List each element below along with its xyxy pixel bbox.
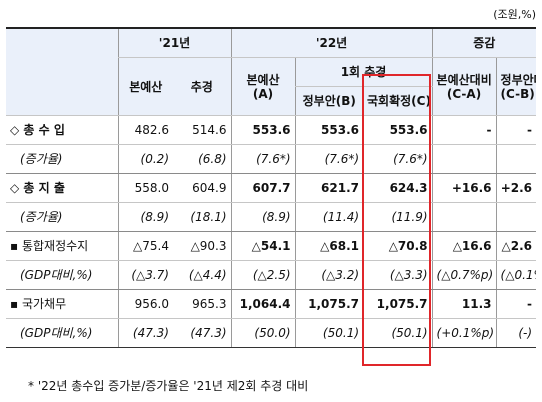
row-balance-gdp-ratio: (GDP대비,%) (△3.7) (△4.4) (△2.5) (△3.2) (△… — [6, 260, 537, 290]
cell: 956.0 — [117, 289, 173, 319]
row-total-expenditure: ◇ 총 지 출 558.0 604.9 607.7 621.7 624.3 +1… — [6, 173, 537, 203]
cell — [431, 144, 497, 174]
header-2022-base: 본예산 (A) — [230, 57, 296, 116]
header-assembly-confirmed: 국회확정(C) — [363, 86, 433, 116]
cell: (△0.1%p) — [495, 260, 537, 290]
header-2022-base-code: (A) — [252, 86, 274, 101]
row-fiscal-balance: ▪ 통합재정수지 △75.4 △90.3 △54.1 △68.1 △70.8 △… — [6, 231, 537, 261]
cell: 1,075.7 — [294, 289, 364, 319]
cell: 607.7 — [230, 173, 296, 203]
cell: 1,075.7 — [363, 289, 433, 319]
cell — [495, 202, 537, 232]
cell: △54.1 — [230, 231, 296, 261]
row-debt-gdp-ratio: (GDP대비,%) (47.3) (47.3) (50.0) (50.1) (5… — [6, 318, 537, 348]
header-2021-base: 본예산 — [117, 57, 173, 116]
cell: (7.6*) — [230, 144, 296, 174]
cell: (△3.3) — [363, 260, 433, 290]
row-label: ◇ 총 수 입 — [6, 115, 118, 145]
cell: △70.8 — [363, 231, 433, 261]
cell: △16.6 — [431, 231, 497, 261]
row-total-revenue: ◇ 총 수 입 482.6 514.6 553.6 553.6 553.6 - … — [6, 115, 537, 145]
cell: (0.2) — [117, 144, 173, 174]
row-label: ▪ 통합재정수지 — [6, 231, 118, 261]
row-label: ▪ 국가채무 — [6, 289, 118, 319]
row-label: (GDP대비,%) — [6, 260, 118, 290]
cell — [495, 144, 537, 174]
header-2021-supp: 추경 — [173, 57, 232, 116]
cell: 604.9 — [173, 173, 232, 203]
cell: (6.8) — [173, 144, 232, 174]
cell: (50.1) — [294, 318, 364, 348]
cell: (47.3) — [173, 318, 232, 348]
cell: 514.6 — [173, 115, 232, 145]
cell: (50.0) — [230, 318, 296, 348]
cell: 965.3 — [173, 289, 232, 319]
cell: (18.1) — [173, 202, 232, 232]
cell: 553.6 — [294, 115, 364, 145]
cell: 558.0 — [117, 173, 173, 203]
cell: (47.3) — [117, 318, 173, 348]
header-vs-base-code: (C-A) — [446, 86, 482, 101]
cell: 553.6 — [230, 115, 296, 145]
cell: 1,064.4 — [230, 289, 296, 319]
cell: (50.1) — [363, 318, 433, 348]
cell: (8.9) — [230, 202, 296, 232]
header-2022-base-label: 본예산 — [246, 72, 280, 87]
cell: (△3.7) — [117, 260, 173, 290]
cell: (11.9) — [363, 202, 433, 232]
header-gov-proposal: 정부안(B) — [294, 86, 364, 116]
cell: (△4.4) — [173, 260, 232, 290]
cell: (11.4) — [294, 202, 364, 232]
cell: (8.9) — [117, 202, 173, 232]
header-vs-gov: 정부안대비 (C-B) — [495, 57, 537, 116]
header-vs-gov-code: (C-B) — [500, 86, 535, 101]
fiscal-summary-table: '21년 '22년 증감 본예산 추경 본예산 (A) 1회 추경 본예산대비 … — [6, 27, 537, 348]
cell: (-) — [495, 318, 537, 348]
cell: △75.4 — [117, 231, 173, 261]
row-label: (증가율) — [6, 144, 118, 174]
cell: 624.3 — [363, 173, 433, 203]
cell: 553.6 — [363, 115, 433, 145]
cell: +16.6 — [431, 173, 497, 203]
header-2022: '22년 — [230, 27, 433, 58]
header-change: 증감 — [431, 27, 537, 58]
cell: - — [495, 115, 537, 145]
cell — [431, 202, 497, 232]
cell: (7.6*) — [294, 144, 364, 174]
row-label: ◇ 총 지 출 — [6, 173, 118, 203]
cell: (7.6*) — [363, 144, 433, 174]
cell: (+0.1%p) — [431, 318, 497, 348]
row-label: (GDP대비,%) — [6, 318, 118, 348]
cell: △2.6 — [495, 231, 537, 261]
header-vs-gov-label: 정부안대비 — [500, 72, 537, 87]
footnote: * '22년 총수입 증가분/증가율은 '21년 제2회 추경 대비 — [28, 379, 309, 393]
cell: 482.6 — [117, 115, 173, 145]
cell: - — [431, 115, 497, 145]
header-first-supplementary: 1회 추경 — [294, 57, 433, 87]
row-label: (증가율) — [6, 202, 118, 232]
cell: +2.6 — [495, 173, 537, 203]
row-expenditure-growth: (증가율) (8.9) (18.1) (8.9) (11.4) (11.9) — [6, 202, 537, 232]
cell: 11.3 — [431, 289, 497, 319]
cell: △68.1 — [294, 231, 364, 261]
cell: (△2.5) — [230, 260, 296, 290]
cell: 621.7 — [294, 173, 364, 203]
row-national-debt: ▪ 국가채무 956.0 965.3 1,064.4 1,075.7 1,075… — [6, 289, 537, 319]
header-corner — [6, 27, 118, 116]
unit-label: (조원,%) — [493, 8, 536, 21]
cell: △90.3 — [173, 231, 232, 261]
cell: (△0.7%p) — [431, 260, 497, 290]
header-2021: '21년 — [117, 27, 232, 58]
cell: - — [495, 289, 537, 319]
cell: (△3.2) — [294, 260, 364, 290]
row-revenue-growth: (증가율) (0.2) (6.8) (7.6*) (7.6*) (7.6*) — [6, 144, 537, 174]
header-vs-base: 본예산대비 (C-A) — [431, 57, 497, 116]
header-vs-base-label: 본예산대비 — [436, 72, 492, 87]
